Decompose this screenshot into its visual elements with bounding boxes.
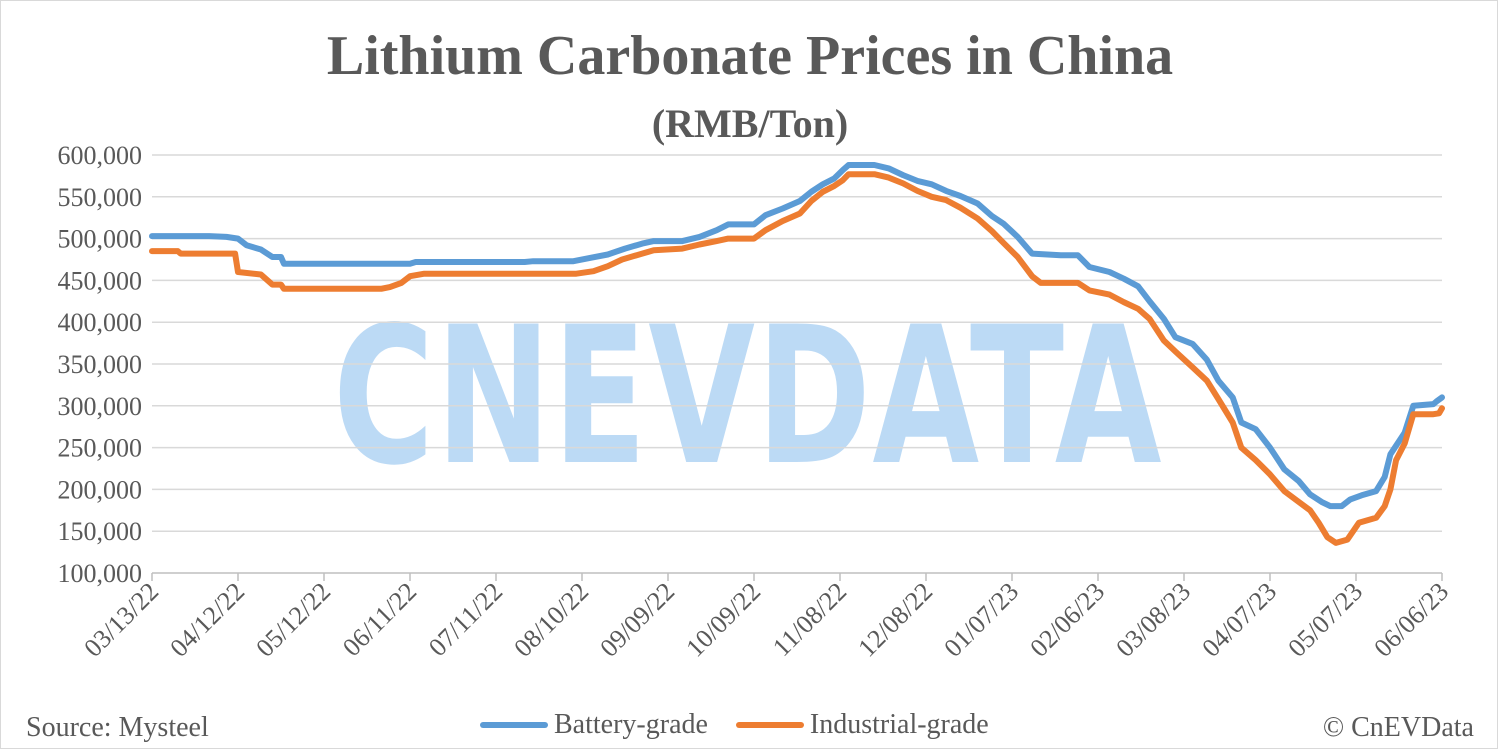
x-tick-label: 06/11/22 — [337, 577, 422, 662]
x-tick-label: 10/09/22 — [680, 577, 766, 663]
x-axis-ticks: 03/13/22 04/12/22 05/12/22 06/11/22 07/11/22… — [78, 573, 1454, 663]
y-tick-label: 350,000 — [58, 350, 143, 379]
x-tick-label: 02/06/23 — [1024, 577, 1110, 663]
y-tick-label: 300,000 — [58, 392, 143, 421]
y-axis-ticks: 100,000 150,000 200,000 250,000 300,000 350,0… — [58, 141, 143, 588]
x-tick-label: 05/12/22 — [250, 577, 336, 663]
x-tick-label: 09/09/22 — [594, 577, 680, 663]
legend-swatch-industrial-grade — [735, 722, 804, 728]
gridlines — [152, 154, 1442, 532]
y-tick-label: 550,000 — [58, 183, 143, 212]
series-lines — [149, 162, 1445, 546]
legend-item-battery-grade: Battery-grade — [480, 709, 708, 741]
y-tick-label: 400,000 — [58, 308, 143, 337]
x-tick-label: 12/08/22 — [852, 577, 938, 663]
x-tick-label: 07/11/22 — [423, 577, 508, 662]
y-tick-label: 250,000 — [58, 434, 143, 463]
y-tick-label: 450,000 — [58, 266, 143, 295]
watermark-text: CNEVDATA — [333, 286, 1163, 507]
y-tick-label: 500,000 — [58, 225, 143, 254]
x-tick-label: 03/08/23 — [1110, 577, 1196, 663]
y-tick-label: 600,000 — [58, 141, 143, 170]
y-tick-label: 150,000 — [58, 517, 143, 546]
x-tick-label: 04/07/23 — [1196, 577, 1282, 663]
legend-label-industrial-grade: Industrial-grade — [809, 709, 989, 740]
x-tick-label: 06/06/23 — [1368, 577, 1454, 663]
chart-title: Lithium Carbonate Prices in China — [326, 25, 1174, 87]
y-tick-label: 100,000 — [58, 559, 143, 588]
x-tick-label: 11/08/22 — [767, 577, 852, 662]
y-tick-label: 200,000 — [58, 475, 143, 504]
watermark: CNEVDATA — [333, 286, 1163, 507]
legend-swatch-battery-grade — [480, 722, 548, 728]
x-tick-label: 03/13/22 — [78, 577, 164, 663]
x-tick-label: 08/10/22 — [508, 577, 594, 663]
chart-subtitle: (RMB/Ton) — [651, 101, 849, 146]
x-tick-label: 01/07/23 — [938, 577, 1024, 663]
x-tick-label: 04/12/22 — [164, 577, 250, 663]
series-line-industrial-grade — [149, 171, 1445, 546]
legend-item-industrial-grade: Industrial-grade — [735, 709, 989, 741]
source-note: Source: Mysteel — [26, 712, 209, 743]
legend-label-battery-grade: Battery-grade — [554, 709, 708, 740]
x-tick-label: 05/07/23 — [1282, 577, 1368, 663]
series-line-battery-grade — [149, 162, 1445, 510]
legend: Battery-grade Industrial-grade — [480, 708, 989, 742]
copyright-note: © CnEVData — [1322, 712, 1474, 743]
